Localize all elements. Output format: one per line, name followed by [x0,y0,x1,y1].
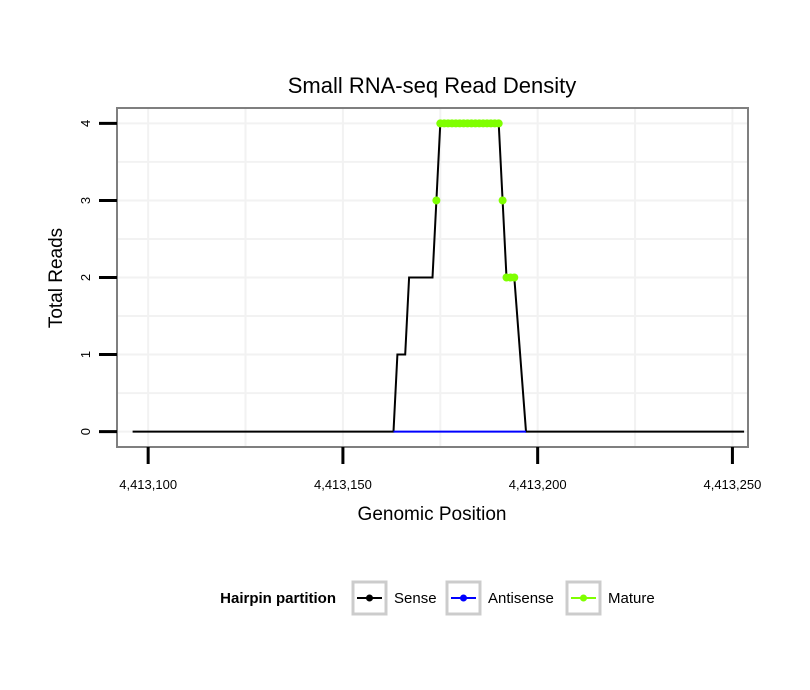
legend-label: Antisense [488,590,554,607]
mature-point [432,196,441,205]
legend-key-point [460,594,467,602]
legend-key-point [366,594,373,602]
y-tick-label: 1 [78,351,93,358]
legend-title: Hairpin partition [220,590,336,607]
legend-label: Sense [394,590,437,607]
x-tick-label: 4,413,250 [703,477,761,492]
legend-label: Mature [608,590,655,607]
legend-item-antisense: Antisense [445,580,554,616]
y-tick-label: 3 [78,197,93,204]
legend-item-sense: Sense [351,580,437,616]
gridlines [118,109,747,446]
legend: Hairpin partition Sense Antisense Mature [220,580,655,616]
y-axis-label: Total Reads [46,228,67,328]
chart-title: Small RNA-seq Read Density [288,73,577,98]
y-axis: 0 1 2 3 4 [78,120,117,435]
mature-point [510,273,519,282]
y-tick-label: 0 [78,428,93,435]
x-axis: 4,413,100 4,413,150 4,413,200 4,413,250 [119,447,761,492]
legend-key-point [580,594,587,602]
mature-point [498,196,507,205]
series-layer [132,119,745,433]
x-axis-label: Genomic Position [358,504,507,525]
y-tick-label: 2 [78,274,93,281]
mature-point [494,119,503,128]
x-tick-label: 4,413,200 [509,477,567,492]
x-tick-label: 4,413,100 [119,477,177,492]
legend-item-mature: Mature [565,580,655,616]
y-tick-label: 4 [78,120,93,127]
x-tick-label: 4,413,150 [314,477,372,492]
